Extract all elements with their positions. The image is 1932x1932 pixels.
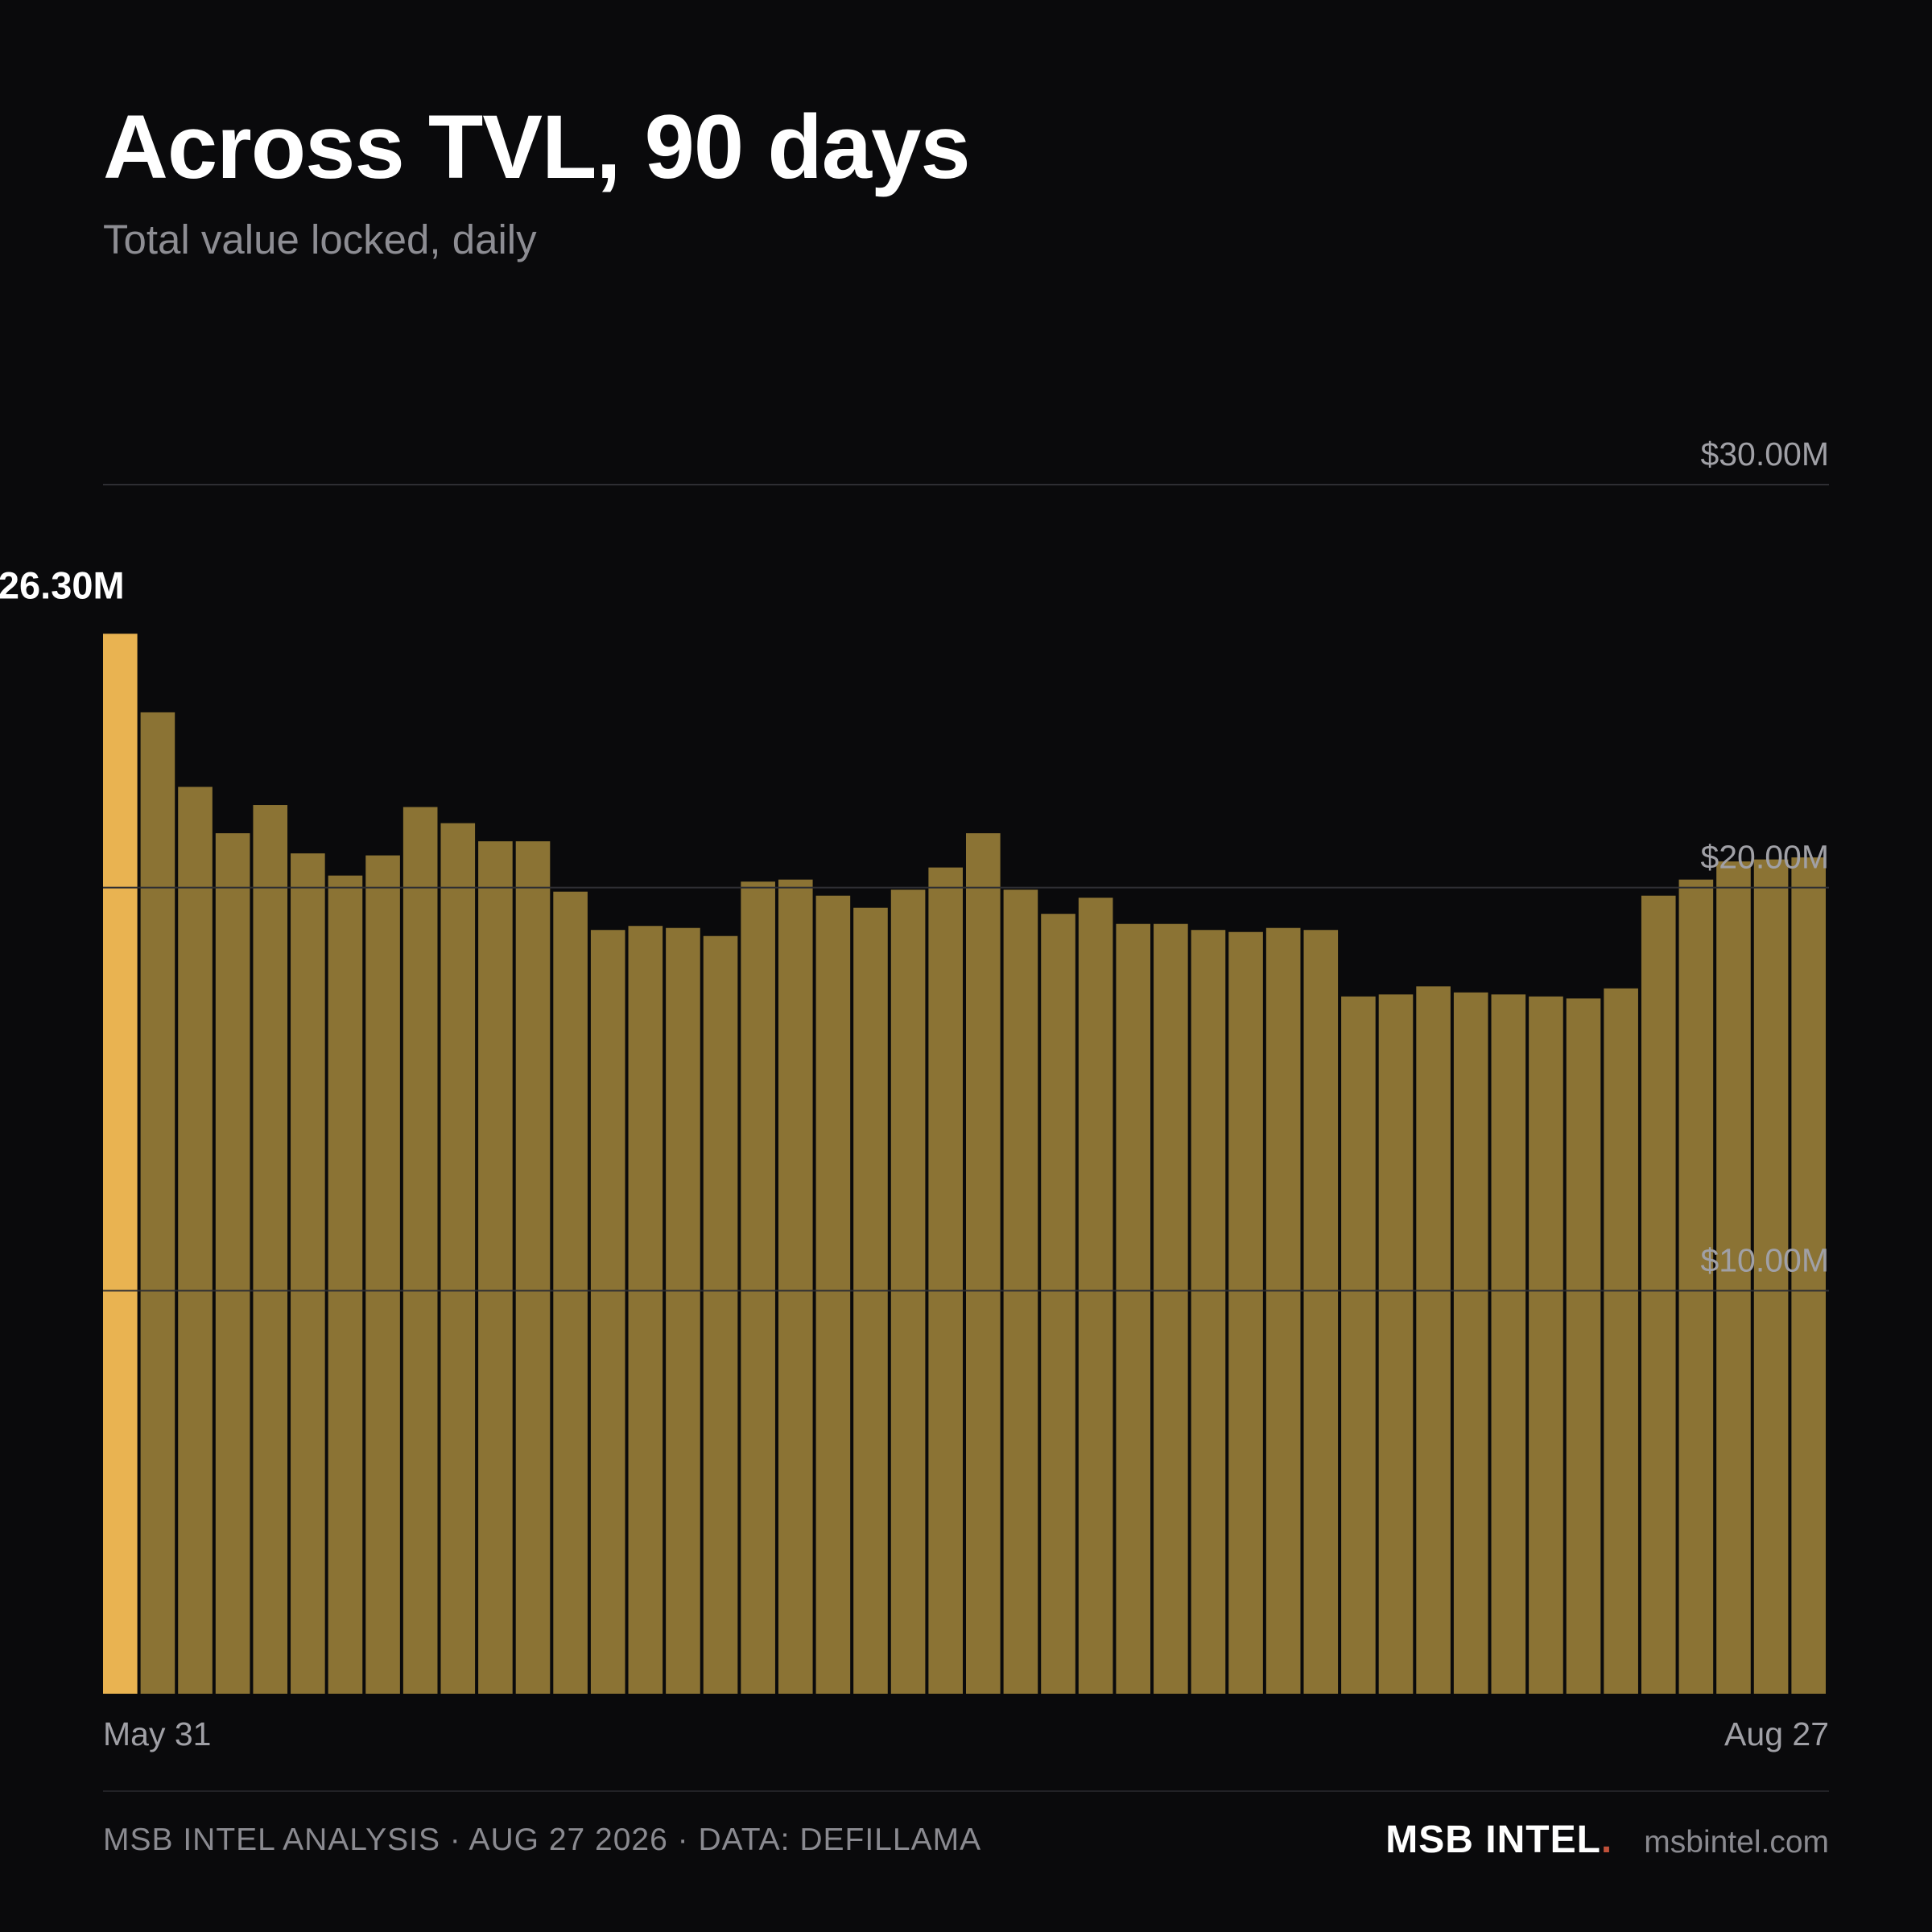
bar bbox=[1416, 986, 1451, 1694]
bar bbox=[778, 879, 813, 1694]
chart-title: Across TVL, 90 days bbox=[103, 97, 971, 197]
bar bbox=[1716, 861, 1751, 1694]
bar bbox=[1116, 923, 1151, 1694]
bar bbox=[515, 841, 551, 1694]
peak-value-label: $26.30M bbox=[0, 564, 125, 606]
bar bbox=[215, 833, 250, 1694]
bar bbox=[1791, 857, 1826, 1694]
bar bbox=[1003, 890, 1038, 1694]
bar bbox=[1604, 988, 1638, 1694]
bar bbox=[1154, 923, 1188, 1694]
bar bbox=[140, 712, 175, 1694]
bar bbox=[1453, 992, 1488, 1694]
brand-name: MSB INTEL bbox=[1385, 1818, 1601, 1861]
bar bbox=[253, 805, 288, 1694]
bar bbox=[666, 927, 700, 1694]
bar bbox=[1265, 927, 1301, 1694]
bar bbox=[1529, 996, 1563, 1694]
bar bbox=[703, 935, 738, 1694]
bar-chart: $10.00M $20.00M $30.00M $26.30M May 31 Aug 27 bbox=[0, 436, 1829, 1752]
bar bbox=[1078, 898, 1113, 1694]
bar bbox=[291, 853, 325, 1694]
y-tick-label: $20.00M bbox=[1700, 839, 1829, 876]
bar bbox=[1228, 931, 1263, 1694]
bar bbox=[1753, 859, 1789, 1694]
bar bbox=[628, 926, 663, 1694]
chart-subtitle: Total value locked, daily bbox=[103, 217, 537, 262]
bar bbox=[590, 930, 625, 1694]
x-end-label: Aug 27 bbox=[1724, 1715, 1829, 1752]
bar bbox=[890, 890, 926, 1694]
bar bbox=[328, 875, 363, 1694]
highlight-bar bbox=[103, 634, 138, 1694]
bar bbox=[853, 907, 888, 1694]
bar bbox=[1641, 895, 1676, 1694]
y-tick-label: $10.00M bbox=[1700, 1241, 1829, 1278]
brand-url: msbintel.com bbox=[1644, 1825, 1829, 1860]
bar bbox=[478, 841, 513, 1694]
bar bbox=[741, 881, 775, 1694]
bar bbox=[178, 786, 213, 1694]
bar bbox=[553, 891, 588, 1694]
bar bbox=[1491, 994, 1526, 1694]
bar bbox=[365, 855, 400, 1694]
source-credit: MSB INTEL ANALYSIS · AUG 27 2026 · DATA:… bbox=[103, 1823, 982, 1857]
bar bbox=[1566, 998, 1601, 1694]
bar bbox=[440, 823, 476, 1694]
bar bbox=[1678, 879, 1714, 1694]
x-start-label: May 31 bbox=[103, 1715, 211, 1752]
bar bbox=[1378, 994, 1414, 1694]
y-tick-label: $30.00M bbox=[1700, 436, 1829, 473]
bar bbox=[1341, 996, 1376, 1694]
brand-dot: . bbox=[1600, 1818, 1612, 1861]
bar bbox=[1041, 914, 1075, 1694]
bar bbox=[1303, 930, 1339, 1694]
footer-divider bbox=[103, 1790, 1829, 1792]
bar bbox=[402, 807, 438, 1694]
brand-lockup: MSB INTEL . msbintel.com bbox=[1385, 1818, 1829, 1862]
bar bbox=[966, 833, 1001, 1694]
bar bbox=[815, 895, 851, 1694]
bar bbox=[1191, 930, 1226, 1694]
bar bbox=[928, 867, 963, 1694]
